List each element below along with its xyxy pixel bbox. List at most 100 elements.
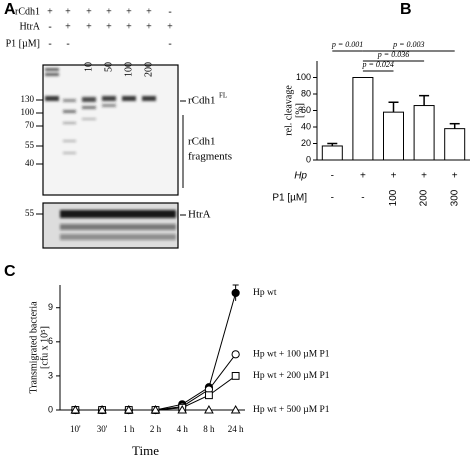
y-axis-label: [cfu x 10⁵] [39, 326, 50, 369]
marker-label: 100 [21, 107, 35, 117]
lane-label: 10 [83, 62, 94, 72]
y-tick-label: 100 [296, 72, 311, 82]
y-tick-label: 3 [48, 370, 53, 380]
x-tick-label: 1 h [123, 424, 135, 434]
lane-label: 200 [143, 62, 154, 77]
series-label: Hp wt [253, 288, 277, 298]
lane-label: - [48, 38, 51, 49]
condition-value: + [360, 171, 366, 182]
marker-label: 55 [25, 208, 35, 218]
condition-value: + [452, 171, 458, 182]
bar [352, 77, 374, 161]
point [97, 404, 107, 414]
point [177, 404, 188, 414]
blot-label: HtrA [188, 209, 211, 221]
point [123, 404, 134, 414]
lane-label: + [146, 21, 152, 32]
x-tick-label: 30' [97, 424, 108, 434]
series-label: Hp wt + 200 µM P1 [253, 371, 330, 381]
row-label: rCdh1 [15, 6, 40, 17]
blot-lower [42, 202, 179, 249]
condition-value: 300 [449, 189, 460, 206]
y-axis-label: rel. cleavage [283, 85, 294, 136]
point [230, 404, 241, 414]
blot-label: rCdh1 [188, 95, 216, 107]
point [205, 391, 213, 400]
p-value: p = 0.003 [392, 40, 424, 49]
series-label: Hp wt + 500 µM P1 [253, 405, 330, 415]
point [70, 404, 81, 414]
y-tick-label: 6 [48, 336, 53, 346]
lane-label: + [126, 21, 132, 32]
row-label: HtrA [19, 21, 40, 32]
point [231, 350, 240, 359]
p-value: p = 0.036 [377, 50, 409, 59]
lane-label: + [106, 21, 112, 32]
y-tick-label: 40 [301, 121, 311, 131]
marker-label: 70 [25, 120, 35, 130]
condition-value: - [331, 193, 334, 204]
bar [413, 105, 435, 161]
lane-label: - [168, 38, 171, 49]
lane-label: + [47, 6, 53, 17]
p-value: p = 0.024 [361, 60, 393, 69]
x-tick-label: 10' [70, 424, 81, 434]
row-label: P1 [µM] [6, 38, 40, 49]
condition-value: + [391, 171, 397, 182]
condition-label: Hp [294, 171, 307, 182]
y-tick-label: 20 [301, 138, 311, 148]
point [231, 288, 240, 298]
bar [321, 145, 343, 161]
blot-upper [42, 64, 179, 196]
lane-label: + [86, 21, 92, 32]
p-value: p = 0.001 [331, 40, 363, 49]
marker-label: 55 [25, 140, 35, 150]
lane-label: 100 [123, 62, 134, 77]
x-tick-label: 2 h [150, 424, 162, 434]
point [231, 372, 240, 380]
condition-value: - [361, 193, 364, 204]
series-label: Hp wt + 100 µM P1 [253, 350, 330, 360]
y-tick-label: 0 [48, 404, 53, 414]
condition-value: 200 [419, 189, 430, 206]
blot-label-superscript: FL [219, 92, 227, 100]
x-tick-label: 8 h [203, 424, 215, 434]
lane-label: + [146, 6, 152, 17]
marker-label: 40 [25, 158, 35, 168]
lane-label: + [65, 21, 71, 32]
marker-label: 130 [21, 94, 35, 104]
condition-value: 100 [388, 189, 399, 206]
lane-label: + [106, 6, 112, 17]
panel-letter: A [4, 1, 16, 18]
y-axis-label: Transmigrated bacteria [28, 301, 39, 394]
x-tick-label: 4 h [177, 424, 189, 434]
point [150, 404, 161, 414]
condition-value: + [421, 171, 427, 182]
x-axis-label: Time [132, 443, 159, 457]
bar [444, 128, 466, 161]
panel-letter: B [400, 1, 412, 18]
condition-value: - [331, 171, 334, 182]
lane-label: 50 [103, 62, 114, 72]
series-line [75, 354, 237, 411]
panel-letter: C [4, 263, 16, 280]
lane-label: + [65, 6, 71, 17]
point [204, 404, 214, 414]
x-tick-label: 24 h [228, 424, 244, 434]
blot-label: rCdh1 [188, 136, 216, 148]
lane-label: - [66, 38, 69, 49]
y-tick-label: 0 [306, 154, 311, 164]
lane-label: + [126, 6, 132, 17]
lane-label: - [48, 21, 51, 32]
lane-label: - [168, 6, 171, 17]
blot-label: fragments [188, 151, 232, 163]
bar [383, 111, 404, 161]
condition-label: P1 [µM] [272, 193, 307, 204]
lane-label: + [167, 21, 173, 32]
y-tick-label: 80 [301, 88, 311, 98]
y-tick-label: 9 [48, 302, 53, 312]
y-axis-label: [%] [294, 103, 305, 118]
y-tick-label: 60 [301, 105, 311, 115]
lane-label: + [86, 6, 92, 17]
